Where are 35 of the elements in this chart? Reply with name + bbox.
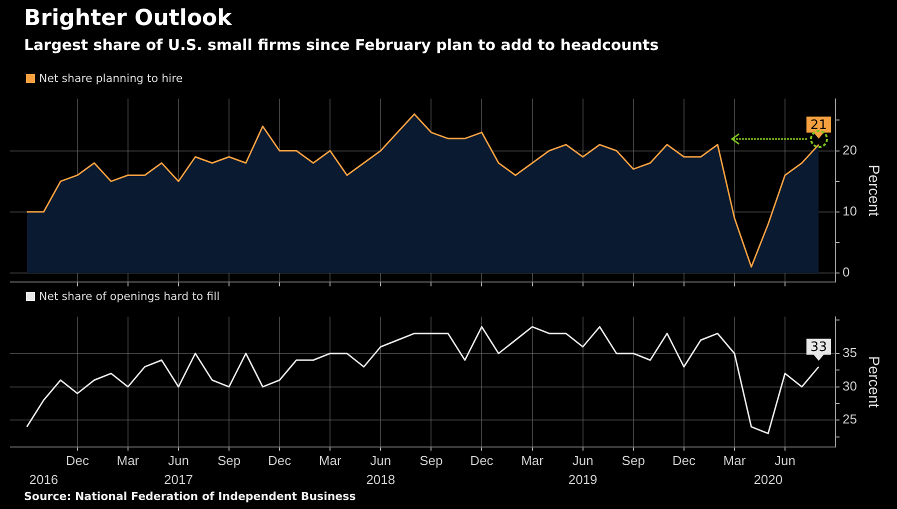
x-tick-label: Sep: [217, 453, 241, 468]
data-label: 33: [810, 340, 827, 356]
x-tick-label: Sep: [420, 453, 443, 468]
chart-title: Brighter Outlook: [24, 6, 232, 31]
chart-subtitle: Largest share of U.S. small firms since February plan to add to headcounts: [24, 36, 659, 54]
y-tick-label: 10: [842, 203, 858, 218]
legend-label: Net share planning to hire: [39, 72, 183, 85]
y-axis-title: Percent: [864, 356, 882, 408]
source-note: Source: National Federation of Independent Business: [24, 490, 356, 503]
y-tick-label: 25: [842, 412, 858, 427]
data-label: 21: [810, 118, 827, 134]
x-tick-label: Mar: [116, 453, 140, 468]
x-tick-label: Jun: [774, 453, 796, 468]
legend-label: Net share of openings hard to fill: [39, 290, 220, 303]
y-tick-label: 20: [842, 142, 858, 158]
y-axis-title: Percent: [864, 164, 882, 218]
x2-tick-label: 2019: [568, 472, 598, 487]
y-tick-label: 30: [842, 378, 858, 394]
x-tick-label: Mar: [318, 453, 342, 468]
y-tick-label: 0: [842, 264, 850, 280]
x-tick-label: Mar: [521, 453, 544, 468]
x-tick-label: Dec: [672, 453, 696, 468]
y-tick-label: 35: [842, 345, 858, 360]
x-tick-label: Dec: [470, 453, 494, 468]
x2-tick-label: 2018: [366, 472, 396, 487]
x-tick-label: Jun: [572, 453, 594, 468]
x2-tick-label: 2020: [754, 472, 783, 487]
x-tick-label: Jun: [168, 453, 189, 468]
x-tick-label: Dec: [66, 453, 90, 468]
x2-tick-label: 2017: [164, 472, 193, 487]
x2-tick-label: 2016: [29, 472, 58, 487]
x-tick-label: Dec: [268, 453, 292, 468]
x-tick-label: Mar: [723, 453, 746, 468]
x-tick-label: Jun: [370, 453, 392, 468]
x-tick-label: Sep: [622, 453, 645, 468]
